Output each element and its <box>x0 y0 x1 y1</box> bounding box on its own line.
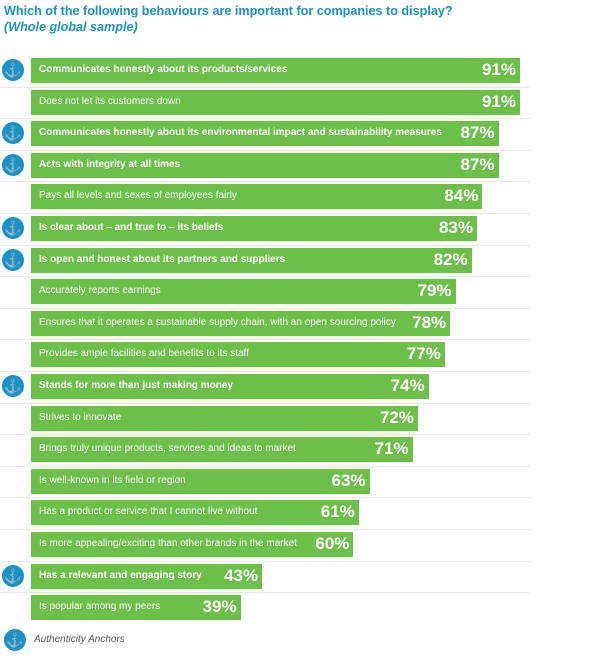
row-divider <box>0 149 530 151</box>
row-divider <box>0 307 530 309</box>
bar-8 <box>31 310 451 336</box>
bar-12 <box>31 437 413 463</box>
bar-value-9: 77% <box>406 344 441 364</box>
row-divider <box>0 529 530 530</box>
row-divider <box>0 118 530 120</box>
anchor-icon: ⚓ <box>2 564 24 587</box>
row-divider <box>0 592 530 594</box>
bar-value-2: 87% <box>460 123 495 143</box>
bar-label-1: Does not let its customers down <box>39 95 181 107</box>
bar-label-3: Acts with integrity at all times <box>39 158 181 170</box>
bar-label-8: Ensures that it operates a sustainable s… <box>39 316 396 328</box>
anchor-icon: ⚓ <box>2 153 24 176</box>
row-divider <box>0 339 530 341</box>
bar-value-13: 63% <box>331 470 366 490</box>
bar-label-14: Has a product or service that I cannot l… <box>39 506 258 518</box>
bar-11 <box>31 405 418 431</box>
bar-label-6: Is open and honest about its partners an… <box>39 253 286 265</box>
bar-5 <box>31 216 477 241</box>
bar-label-11: Strives to innovate <box>39 411 122 423</box>
anchor-icon: ⚓ <box>2 59 24 81</box>
anchor-icon: ⚓ <box>2 217 24 239</box>
bar-value-0: 91% <box>481 60 516 79</box>
bar-value-7: 79% <box>417 281 452 301</box>
bar-value-4: 84% <box>444 186 479 206</box>
row-divider <box>0 434 530 436</box>
bar-3 <box>31 152 499 178</box>
bar-2 <box>31 121 499 147</box>
bar-16 <box>31 563 263 589</box>
chart-title: Which of the following behaviours are im… <box>4 3 600 35</box>
bar-label-10: Stands for more than just making money <box>39 380 233 391</box>
bar-17 <box>31 595 241 621</box>
anchor-icon: ⚓ <box>4 629 26 651</box>
bar-label-7: Accurately reports earnings <box>39 285 161 297</box>
bar-value-15: 60% <box>315 534 350 553</box>
bar-value-8: 78% <box>412 312 447 332</box>
bar-label-15: Is more appealing/exciting than other br… <box>39 538 297 549</box>
bar-9 <box>31 342 445 368</box>
bar-label-16: Has a relevant and engaging story <box>39 569 202 581</box>
bar-value-3: 87% <box>460 154 495 174</box>
row-divider <box>0 560 530 562</box>
bar-label-9: Provides ample facilities and benefits t… <box>39 348 249 360</box>
bar-label-4: Pays all levels and sexes of employees f… <box>39 190 237 202</box>
row-divider <box>0 371 530 372</box>
row-divider <box>0 181 530 183</box>
bar-7 <box>31 279 456 305</box>
bar-value-17: 39% <box>202 597 237 617</box>
anchor-icon: ⚓ <box>2 375 24 397</box>
row-divider <box>0 497 530 499</box>
bar-value-5: 83% <box>438 218 473 237</box>
row-divider <box>0 276 530 278</box>
bar-value-1: 91% <box>481 91 516 111</box>
row-divider <box>0 244 530 246</box>
anchor-icon: ⚓ <box>2 122 24 145</box>
bar-10 <box>31 374 429 399</box>
chart-subtitle: (Whole global sample) <box>4 20 138 34</box>
bar-label-12: Brings truly unique products, services a… <box>39 443 296 455</box>
bar-label-17: Is popular among my peers <box>39 601 161 613</box>
anchor-icon: ⚓ <box>2 248 24 271</box>
bar-value-14: 61% <box>320 502 355 522</box>
bar-14 <box>31 500 359 526</box>
bar-1 <box>31 89 520 115</box>
bar-label-2: Communicates honestly about its environm… <box>39 127 442 139</box>
bar-value-6: 82% <box>433 249 468 269</box>
bar-label-0: Communicates honestly about its products… <box>39 64 288 75</box>
row-divider <box>0 213 530 214</box>
bar-6 <box>31 247 472 273</box>
bar-0 <box>31 58 520 83</box>
bar-label-5: Is clear about – and true to – its belie… <box>39 222 224 233</box>
bar-4 <box>31 184 483 210</box>
bar-15 <box>31 532 354 557</box>
chart-title-text: Which of the following behaviours are im… <box>4 4 453 18</box>
row-divider <box>0 402 530 404</box>
bar-13 <box>31 468 370 494</box>
bar-value-12: 71% <box>374 439 409 459</box>
bar-value-16: 43% <box>224 565 259 585</box>
legend-label: Authenticity Anchors <box>34 634 125 645</box>
row-divider <box>0 86 530 88</box>
row-divider <box>0 465 530 467</box>
bar-value-11: 72% <box>379 407 414 427</box>
bar-label-13: Is well-known in its field or region <box>39 474 186 486</box>
bar-value-10: 74% <box>390 376 425 395</box>
